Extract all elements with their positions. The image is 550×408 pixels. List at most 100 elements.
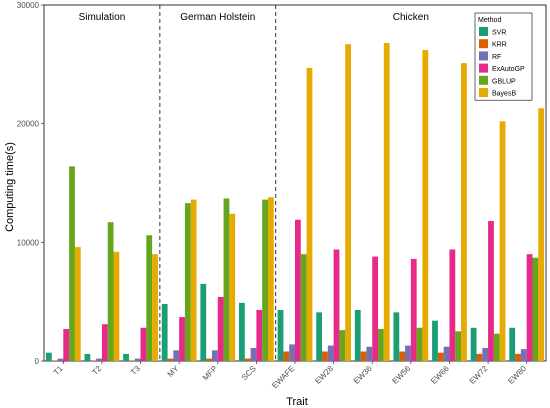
x-tick-label-ew66: EW66 (429, 364, 451, 386)
bar-exautogp-t2 (101, 324, 108, 361)
bar-svr-ewafe (277, 309, 284, 361)
bar-krr-ewafe (283, 351, 290, 361)
bar-exautogp-t3 (140, 327, 147, 361)
bar-exautogp-ew72 (488, 220, 494, 361)
bar-exautogp-ew80 (526, 254, 533, 361)
bar-svr-ew66 (432, 320, 438, 361)
x-tick-label-ew72: EW72 (468, 364, 490, 386)
bar-bayesb-ew72 (499, 121, 506, 361)
bar-exautogp-ew56 (410, 258, 417, 361)
bar-gblup-mfp (223, 198, 230, 361)
legend-swatch-rf (479, 51, 488, 61)
bar-svr-ew72 (470, 327, 477, 361)
bar-rf-mfp (211, 350, 218, 361)
bar-exautogp-ew66 (449, 249, 456, 361)
legend-title: Method (478, 17, 501, 24)
bar-gblup-scs (262, 199, 268, 361)
bar-gblup-ew56 (416, 327, 423, 361)
bar-exautogp-ew28 (333, 249, 340, 361)
bar-rf-ew66 (443, 346, 450, 361)
bar-bayesb-ew80 (538, 108, 545, 362)
x-tick-label-ew36: EW36 (352, 364, 374, 386)
bar-krr-ew28 (322, 351, 328, 361)
x-tick-label-ewafe: EWAFE (270, 364, 296, 390)
legend-swatch-gblup (479, 75, 488, 85)
legend-label-krr: KRR (492, 42, 507, 49)
bar-svr-t1 (45, 352, 52, 361)
bar-exautogp-ew36 (372, 256, 379, 361)
bar-bayesb-t2 (113, 251, 120, 361)
legend-label-rf: RF (492, 54, 501, 61)
bar-rf-ew28 (327, 345, 334, 361)
bar-exautogp-scs (256, 309, 263, 361)
bar-svr-ew28 (316, 312, 323, 361)
bar-rf-ew80 (520, 349, 527, 361)
bar-exautogp-mfp (217, 296, 224, 361)
bar-bayesb-scs (267, 197, 274, 361)
bar-krr-t3 (128, 360, 135, 361)
bar-krr-ew36 (360, 351, 367, 361)
bar-krr-scs (244, 358, 251, 361)
bar-gblup-my (184, 203, 191, 361)
bar-bayesb-ew36 (383, 42, 390, 362)
legend-label-svr: SVR (492, 30, 506, 37)
bar-gblup-ew66 (455, 331, 462, 361)
bar-rf-ewafe (289, 344, 295, 361)
bar-bayesb-ew56 (422, 50, 429, 362)
bar-bayesb-t3 (152, 254, 158, 361)
x-tick-label-scs: SCS (240, 364, 258, 382)
bar-gblup-ew28 (339, 330, 346, 361)
bar-bayesb-mfp (229, 213, 236, 361)
bar-gblup-ew80 (532, 257, 539, 361)
x-tick-label-t2: T2 (90, 364, 103, 377)
bar-rf-ew36 (366, 346, 373, 361)
y-tick-label-1: 10000 (17, 238, 40, 247)
bar-bayesb-my (190, 199, 197, 361)
bar-svr-t3 (123, 353, 129, 361)
legend-swatch-exautogp (479, 63, 488, 73)
bar-svr-ew80 (509, 327, 516, 361)
bar-rf-ew56 (405, 345, 411, 361)
bar-krr-ew66 (437, 352, 444, 361)
bar-svr-t2 (84, 353, 91, 361)
bar-bayesb-ew28 (345, 44, 351, 361)
y-axis-title: Computing time(s) (4, 142, 16, 232)
x-axis-title: Trait (286, 396, 308, 408)
bar-bayesb-ew66 (461, 63, 467, 361)
bar-bayesb-t1 (74, 247, 81, 361)
bar-gblup-t1 (69, 166, 75, 361)
x-tick-label-t1: T1 (52, 364, 65, 377)
bar-svr-mfp (200, 283, 207, 361)
legend-swatch-svr (479, 27, 488, 36)
legend-swatch-krr (479, 39, 488, 49)
bar-rf-scs (250, 347, 257, 361)
x-tick-label-ew56: EW56 (390, 364, 412, 386)
bar-rf-t3 (134, 358, 141, 361)
bar-rf-my (173, 350, 180, 361)
bar-exautogp-ewafe (295, 219, 301, 361)
bar-rf-t2 (96, 358, 102, 361)
bar-gblup-ew36 (378, 328, 384, 361)
group-label-chicken: Chicken (393, 12, 429, 23)
bar-krr-ew56 (399, 351, 406, 361)
x-tick-label-mfp: MFP (201, 364, 219, 382)
bar-svr-ew36 (354, 309, 361, 361)
bar-krr-ew72 (476, 353, 483, 361)
x-tick-label-ew28: EW28 (313, 364, 335, 386)
bar-krr-ew80 (515, 353, 521, 361)
legend-label-gblup: GBLUP (492, 78, 516, 85)
bar-bayesb-ewafe (306, 67, 313, 361)
y-tick-label-2: 20000 (17, 120, 40, 129)
x-tick-label-ew80: EW80 (506, 364, 528, 386)
y-tick-label-0: 0 (35, 357, 40, 366)
bar-exautogp-t1 (63, 328, 70, 361)
bar-svr-ew56 (393, 312, 400, 361)
bar-rf-ew72 (482, 347, 489, 361)
legend-label-bayesb: BayesB (492, 91, 516, 98)
legend-label-exautogp: ExAutoGP (492, 66, 525, 73)
bar-gblup-t2 (107, 222, 114, 361)
legend-swatch-bayesb (479, 88, 488, 97)
bar-krr-t1 (51, 360, 58, 361)
x-tick-label-my: MY (166, 364, 181, 379)
